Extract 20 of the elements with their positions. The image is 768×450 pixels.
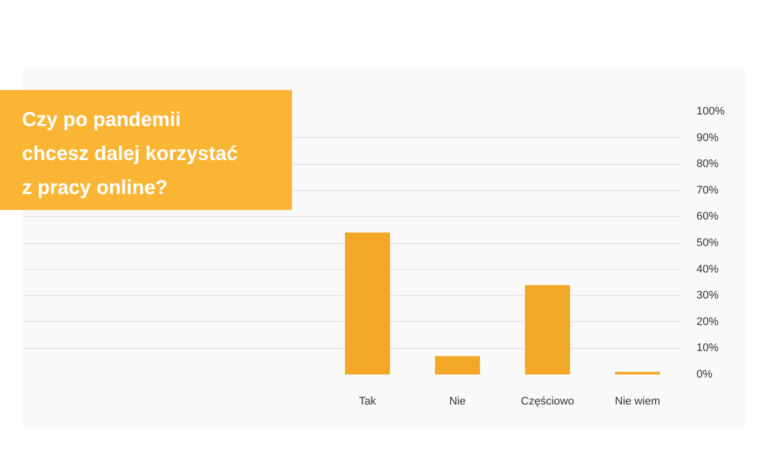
x-tick-label: Nie wiem (614, 396, 660, 408)
y-tick-label: 70% (696, 184, 719, 196)
y-tick-label: 40% (696, 263, 719, 276)
y-tick-label: 100% (696, 106, 725, 118)
x-tick-label: Tak (358, 396, 377, 408)
bar (345, 232, 390, 374)
y-tick-label: 20% (696, 316, 719, 328)
y-tick-label: 80% (696, 158, 719, 170)
y-tick-label: 0% (696, 368, 713, 380)
text: Czy po pandemii chcesz dalej korzystać z pracy online? (22, 108, 238, 201)
y-tick-label: 90% (696, 132, 719, 144)
bar (435, 356, 480, 374)
y-tick-label: 50% (696, 237, 719, 249)
y-tick-label: 60% (696, 210, 719, 223)
y-tick-label: 10% (696, 342, 719, 354)
bar (615, 372, 660, 374)
bar (525, 285, 570, 374)
y-tick-label: 30% (696, 290, 719, 302)
x-tick-label: Nie (449, 396, 466, 408)
x-tick-label: Częściowo (520, 396, 574, 408)
